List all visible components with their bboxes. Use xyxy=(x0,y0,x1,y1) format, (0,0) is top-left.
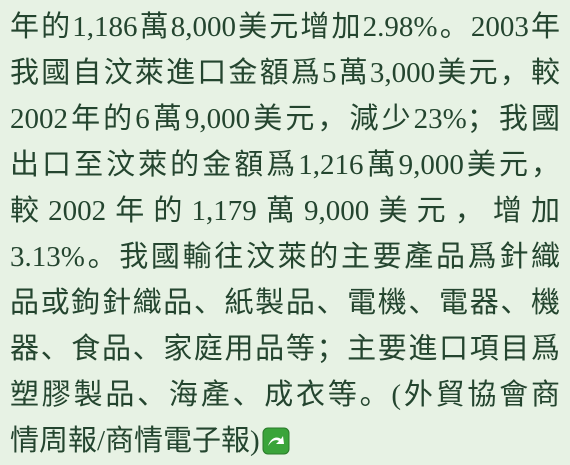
line-text: 較2002年的1,179萬9,000美元，增加 xyxy=(10,195,560,227)
line-text: 2002年的6萬9,000美元，減少23%；我國 xyxy=(10,103,560,135)
line-text: 塑膠製品、海產、成衣等。(外貿協會商 xyxy=(10,379,560,411)
line-text: 出口至汶萊的金額爲1,216萬9,000美元， xyxy=(10,149,560,181)
text-line: 年的1,186萬8,000美元增加2.98%。2003年 xyxy=(10,4,560,50)
text-line: 塑膠製品、海產、成衣等。(外貿協會商 xyxy=(10,372,560,418)
article-text: 年的1,186萬8,000美元增加2.98%。2003年 我國自汶萊進口金額爲5萬… xyxy=(10,4,560,464)
text-line: 較2002年的1,179萬9,000美元，增加 xyxy=(10,188,560,234)
text-line: 3.13%。我國輸往汶萊的主要產品爲針織 xyxy=(10,234,560,280)
text-line: 2002年的6萬9,000美元，減少23%；我國 xyxy=(10,96,560,142)
text-line: 情周報/商情電子報) xyxy=(10,418,560,464)
link-icon[interactable] xyxy=(262,427,290,455)
text-line: 我國自汶萊進口金額爲5萬3,000美元，較 xyxy=(10,50,560,96)
text-line: 品或鉤針織品、紙製品、電機、電器、機 xyxy=(10,280,560,326)
line-text: 情周報/商情電子報) xyxy=(10,425,260,457)
line-text: 我國自汶萊進口金額爲5萬3,000美元，較 xyxy=(10,57,560,89)
line-text: 品或鉤針織品、紙製品、電機、電器、機 xyxy=(10,287,560,319)
text-line: 出口至汶萊的金額爲1,216萬9,000美元， xyxy=(10,142,560,188)
text-line: 器、食品、家庭用品等；主要進口項目爲 xyxy=(10,326,560,372)
line-text: 年的1,186萬8,000美元增加2.98%。2003年 xyxy=(10,11,560,43)
line-text: 器、食品、家庭用品等；主要進口項目爲 xyxy=(10,333,560,365)
line-text: 3.13%。我國輸往汶萊的主要產品爲針織 xyxy=(10,241,560,273)
